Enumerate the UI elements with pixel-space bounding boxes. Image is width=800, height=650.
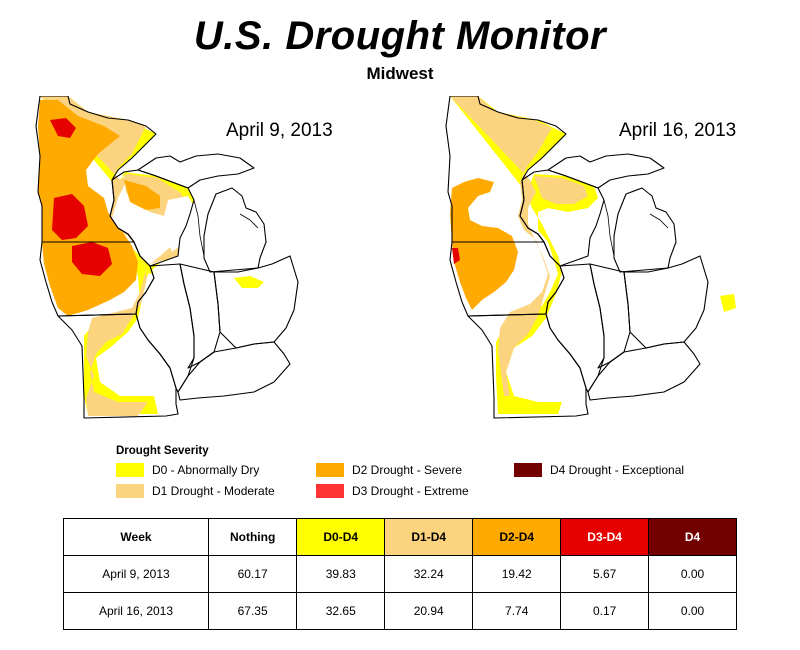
legend-label-d2: D2 Drought - Severe: [352, 463, 463, 477]
table-header-row: Week Nothing D0-D4 D1-D4 D2-D4 D3-D4 D4: [63, 518, 737, 556]
legend-title: Drought Severity: [116, 445, 209, 457]
cell-d3-d4: 0.17: [560, 592, 650, 630]
cell-d1-d4: 32.24: [384, 555, 474, 593]
drought-statistics-table: Week Nothing D0-D4 D1-D4 D2-D4 D3-D4 D4 …: [63, 518, 737, 630]
cell-nothing: 67.35: [207, 592, 298, 630]
legend-item-d2: D2 Drought - Severe: [316, 463, 462, 477]
header-d0-d4: D0-D4: [296, 518, 386, 556]
header-week: Week: [63, 518, 209, 556]
cell-week: April 16, 2013: [63, 592, 209, 630]
legend-label-d4: D4 Drought - Exceptional: [550, 463, 685, 477]
legend-item-d4: D4 Drought - Exceptional: [514, 463, 684, 477]
cell-d3-d4: 5.67: [560, 555, 650, 593]
legend-swatch-d4: [514, 463, 542, 477]
legend-swatch-d0: [116, 463, 144, 477]
map-date-right: April 16, 2013: [619, 120, 737, 141]
header-d1-d4: D1-D4: [384, 518, 474, 556]
legend-swatch-d3: [316, 484, 344, 498]
legend-swatch-d2: [316, 463, 344, 477]
legend-item-d1: D1 Drought - Moderate: [116, 484, 275, 498]
cell-d0-d4: 32.65: [296, 592, 386, 630]
header-d3-d4: D3-D4: [560, 518, 650, 556]
legend-label-d3: D3 Drought - Extreme: [352, 484, 469, 498]
cell-d1-d4: 20.94: [384, 592, 474, 630]
header-d2-d4: D2-D4: [472, 518, 562, 556]
table-row: April 16, 2013 67.35 32.65 20.94 7.74 0.…: [63, 592, 737, 630]
cell-d2-d4: 7.74: [472, 592, 562, 630]
cell-d0-d4: 39.83: [296, 555, 386, 593]
map-date-left: April 9, 2013: [226, 120, 333, 141]
legend-label-d0: D0 - Abnormally Dry: [152, 463, 260, 477]
table-row: April 9, 2013 60.17 39.83 32.24 19.42 5.…: [63, 555, 737, 593]
header-d4: D4: [648, 518, 737, 556]
drought-map-april-9: [28, 96, 328, 426]
legend-swatch-d1: [116, 484, 144, 498]
legend-item-d0: D0 - Abnormally Dry: [116, 463, 259, 477]
cell-d2-d4: 19.42: [472, 555, 562, 593]
page-title: U.S. Drought Monitor: [193, 14, 607, 58]
cell-d4: 0.00: [648, 555, 737, 593]
cell-nothing: 60.17: [207, 555, 298, 593]
cell-d4: 0.00: [648, 592, 737, 630]
drought-map-april-16: [438, 96, 748, 426]
header-nothing: Nothing: [207, 518, 298, 556]
legend-item-d3: D3 Drought - Extreme: [316, 484, 469, 498]
legend-label-d1: D1 Drought - Moderate: [152, 484, 275, 498]
cell-week: April 9, 2013: [63, 555, 209, 593]
page-subtitle: Midwest: [366, 64, 434, 83]
